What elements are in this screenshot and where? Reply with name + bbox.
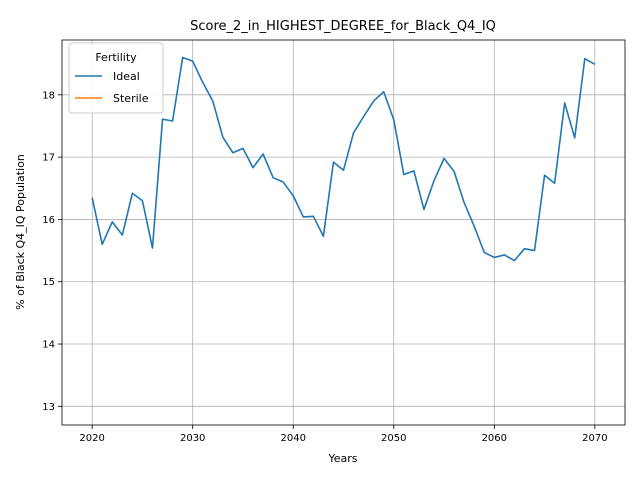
y-tick-label: 14 [42, 340, 55, 351]
x-tick-label: 2060 [482, 433, 507, 444]
y-tick-label: 16 [42, 215, 55, 226]
x-tick-label: 2020 [79, 433, 104, 444]
x-ticks: 2020 2030 2040 2050 2060 2070 [79, 425, 608, 444]
legend: Fertility Ideal Sterile [68, 42, 164, 114]
grid-lines [62, 40, 625, 425]
y-axis-label: % of Black Q4_IQ Population [14, 154, 27, 310]
legend-label-ideal: Ideal [113, 70, 140, 83]
y-tick-label: 18 [42, 90, 55, 101]
plot-area-frame [61, 39, 626, 426]
chart-title: Score_2_in_HIGHEST_DEGREE_for_Black_Q4_I… [190, 19, 496, 34]
series-lines [91, 56, 596, 262]
legend-label-sterile: Sterile [113, 92, 149, 105]
y-ticks: 13 14 15 16 17 18 [42, 90, 62, 413]
x-axis-label: Years [327, 452, 357, 465]
legend-title: Fertility [95, 51, 137, 64]
x-tick-label: 2040 [281, 433, 306, 444]
x-tick-label: 2030 [180, 433, 205, 444]
legend-frame [68, 42, 164, 114]
y-tick-label: 17 [42, 153, 55, 164]
series-line-ideal [91, 56, 596, 262]
x-tick-label: 2050 [381, 433, 406, 444]
x-tick-label: 2070 [582, 433, 607, 444]
y-tick-label: 15 [42, 277, 55, 288]
y-tick-label: 13 [42, 402, 55, 413]
